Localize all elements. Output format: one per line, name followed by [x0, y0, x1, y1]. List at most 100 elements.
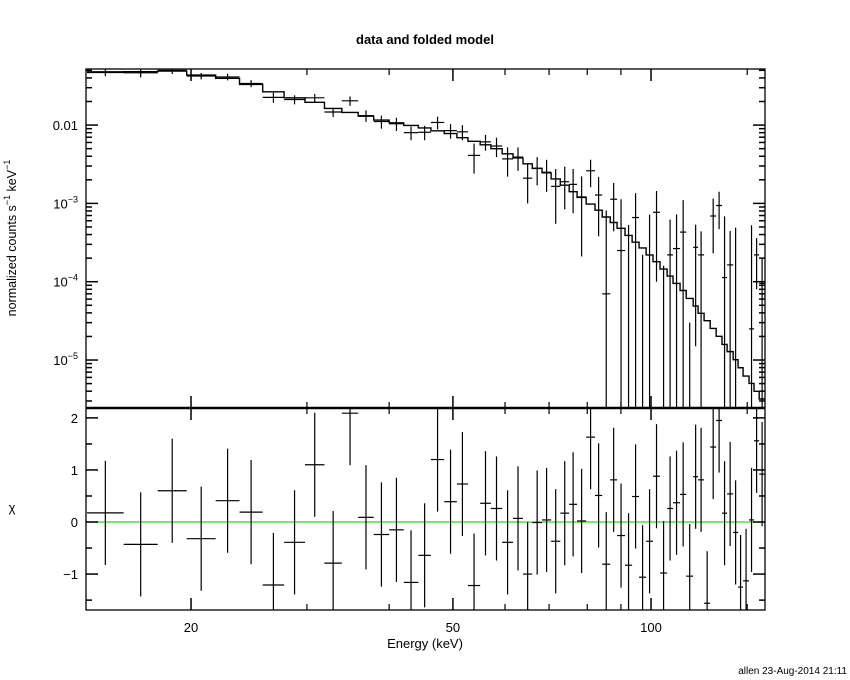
- residual-y-tick-label: −1: [63, 567, 78, 582]
- spectrum-plot-area: [87, 69, 765, 408]
- data-point: [560, 166, 570, 210]
- data-point: [403, 126, 419, 141]
- residual-point: [704, 551, 711, 610]
- residual-point: [693, 424, 699, 529]
- residual-point: [617, 483, 626, 588]
- y-label-main: normalized counts s: [5, 205, 19, 316]
- data-point: [262, 92, 285, 103]
- residual-point: [716, 408, 723, 473]
- residual-point: [513, 466, 524, 571]
- residual-point: [733, 480, 739, 585]
- data-point: [716, 191, 723, 230]
- residual-point: [722, 461, 728, 566]
- data-point: [710, 198, 717, 254]
- residual-point: [444, 449, 457, 554]
- residual-point: [532, 470, 543, 575]
- residual-y-tick-label: 0: [71, 515, 78, 530]
- data-point: [551, 168, 561, 224]
- data-point: [490, 137, 503, 158]
- data-point: [698, 231, 705, 408]
- residual-plot-area: [86, 408, 765, 610]
- spectrum-panel: [87, 69, 765, 408]
- residual-point: [673, 450, 681, 555]
- y-label-exp: −1: [2, 160, 12, 170]
- residual-point: [542, 467, 552, 572]
- y-tick-label: 10−3: [53, 194, 78, 211]
- residual-point: [87, 460, 124, 565]
- residual-point: [456, 431, 468, 537]
- residual-point: [389, 477, 404, 582]
- data-point: [284, 95, 305, 105]
- residual-point: [502, 490, 514, 595]
- residual-point: [560, 461, 570, 566]
- data-point: [456, 125, 468, 141]
- data-point: [749, 225, 755, 408]
- residual-point: [577, 468, 587, 574]
- data-point: [610, 183, 618, 232]
- residual-point: [680, 442, 687, 547]
- residual-point: [710, 408, 717, 500]
- residual-point: [157, 438, 187, 543]
- y-axis-label-top: normalized counts s−1 keV−1: [2, 160, 19, 317]
- residual-point: [743, 528, 750, 610]
- data-point: [759, 258, 765, 408]
- data-point: [341, 96, 359, 106]
- residual-point: [358, 465, 374, 570]
- residual-point: [754, 408, 760, 493]
- residual-point: [586, 408, 595, 490]
- data-point: [513, 147, 524, 171]
- data-point: [215, 73, 240, 81]
- chart-title: data and folded model: [356, 32, 494, 47]
- residual-point: [186, 486, 216, 591]
- x-tick-label: 20: [184, 620, 198, 635]
- data-point: [632, 193, 640, 408]
- data-point: [480, 134, 491, 151]
- residual-point: [639, 525, 647, 610]
- data-point: [532, 157, 543, 186]
- data-point: [430, 116, 445, 130]
- data-point: [373, 115, 390, 129]
- residual-panel: [86, 408, 765, 610]
- data-point: [680, 200, 687, 408]
- y-tick-label: 0.01: [53, 118, 78, 133]
- residual-point: [749, 467, 755, 572]
- data-point: [586, 159, 595, 188]
- plot-frame: [85, 68, 766, 611]
- residual-y-tick-label: 1: [71, 463, 78, 478]
- data-point: [324, 107, 342, 117]
- residual-point: [569, 452, 578, 557]
- residual-point: [759, 422, 765, 527]
- data-point: [418, 125, 431, 141]
- y-tick-label: 10−5: [53, 351, 78, 368]
- x-axis-label: Energy (keV): [387, 636, 463, 651]
- residual-point: [646, 489, 654, 594]
- residual-point: [551, 489, 561, 594]
- residual-point: [262, 532, 285, 610]
- x-tick-label: 50: [446, 620, 460, 635]
- residual-point: [123, 492, 158, 597]
- data-point: [389, 117, 404, 132]
- y-label-exp: −1: [2, 195, 12, 205]
- data-point: [523, 163, 533, 204]
- data-point: [727, 231, 734, 408]
- data-point: [594, 176, 603, 237]
- data-point: [722, 216, 728, 408]
- residual-point: [667, 456, 674, 561]
- data-point: [673, 214, 681, 408]
- data-point: [569, 168, 578, 214]
- residual-point: [284, 490, 305, 595]
- footer-timestamp: allen 23-Aug-2014 21:11: [738, 666, 847, 677]
- residual-point: [594, 443, 603, 548]
- residual-point: [653, 424, 661, 529]
- residual-y-tick-label: 2: [71, 411, 78, 426]
- residual-point: [418, 503, 431, 608]
- residual-point: [625, 513, 633, 610]
- residual-point: [341, 408, 359, 466]
- data-point: [693, 224, 699, 347]
- y-axis-label-bottom: χ: [9, 500, 16, 515]
- data-point: [123, 69, 158, 78]
- data-point: [577, 176, 587, 257]
- residual-point: [430, 408, 445, 512]
- data-point: [239, 80, 263, 88]
